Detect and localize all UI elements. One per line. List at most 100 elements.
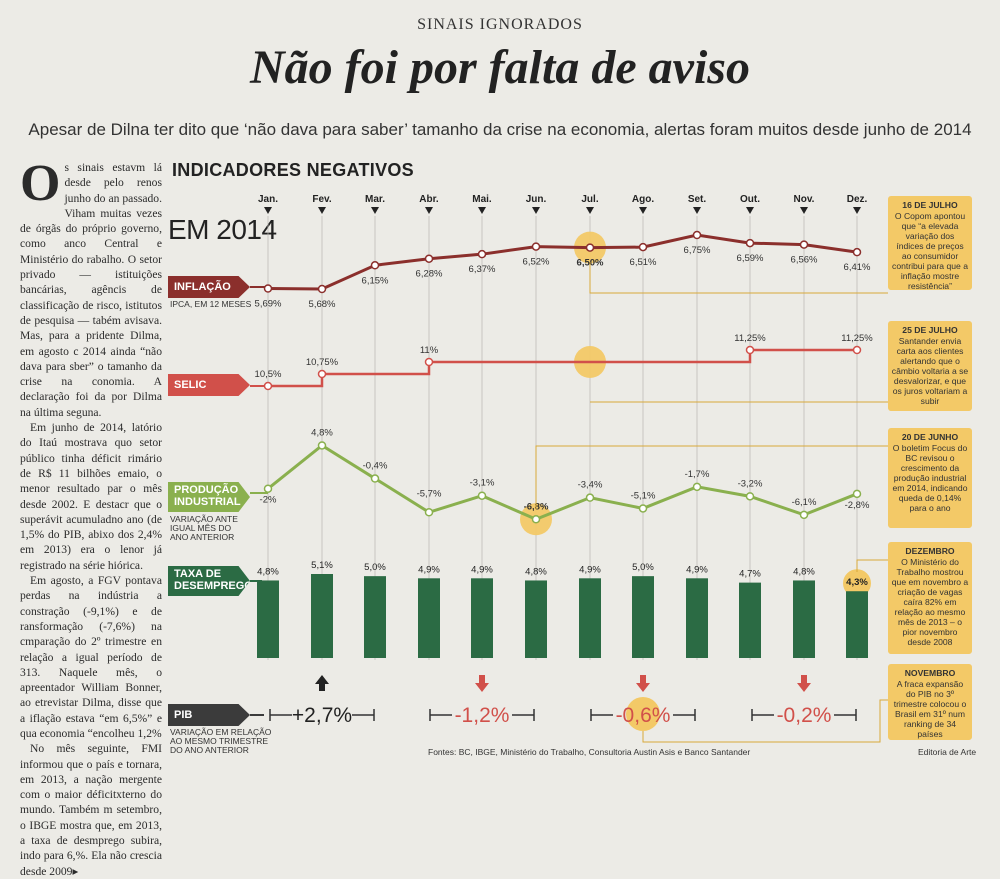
month-marker-out (746, 207, 754, 214)
pib-q3-arrow-down-icon (636, 675, 650, 692)
desemprego-highlight (843, 569, 871, 598)
note-dezembro-text: O Ministério do Trabalho mostrou que em … (891, 557, 969, 647)
desemprego-value-jun: 4,8% (525, 566, 547, 577)
inflacao-label: INFLAÇÃO (168, 276, 250, 298)
note-16-julho: 16 DE JULHO O Copom apontou que “a elevad… (888, 196, 972, 291)
pib-sublabel-line3: DO ANO ANTERIOR (170, 745, 249, 755)
desemprego-bar-fev (311, 574, 333, 658)
pib-q2-value: -1,2% (455, 704, 510, 727)
desemprego-bar-jan (257, 580, 279, 658)
month-label-jun: Jun. (526, 194, 547, 205)
note-25-julho-text: Santander envia carta aos clientes alert… (891, 336, 969, 406)
inflacao-point-jul (585, 243, 595, 252)
producao-value-jul: -3,4% (578, 480, 603, 491)
desemprego-label-line2: DESEMPREGO (174, 580, 253, 592)
producao-value-fev: 4,8% (311, 427, 333, 438)
desemprego-value-jan: 4,8% (257, 566, 279, 577)
producao-sublabel: VARIAÇÃO ANTE IGUAL MÊS DO ANO ANTERIOR (170, 515, 238, 542)
producao-value-set: -1,7% (685, 469, 710, 480)
selic-value-abr: 11% (420, 345, 439, 356)
producao-value-dez: -2,8% (845, 500, 870, 511)
month-label-jan: Jan. (258, 194, 278, 205)
desemprego-label: TAXA DE DESEMPREGO (168, 566, 250, 596)
producao-label-line2: INDUSTRIAL (174, 496, 241, 508)
producao-series-line (267, 443, 858, 521)
month-marker-mai (478, 207, 486, 214)
note-20-junho-text: O boletim Focus do BC revisou o crescime… (892, 443, 968, 513)
month-label-ago: Ago. (632, 194, 654, 205)
month-label-fev: Fev. (312, 194, 331, 205)
note-25-julho: 25 DE JULHO Santander envia carta aos cli… (888, 321, 972, 411)
producao-label: PRODUÇÃO INDUSTRIAL (168, 482, 250, 512)
inflacao-point-ago (638, 242, 648, 252)
month-label-jul: Jul. (581, 194, 598, 205)
producao-point-ago (638, 504, 648, 513)
desemprego-bar-jun (525, 580, 547, 658)
selic-label: SELIC (168, 374, 250, 396)
month-marker-abr (425, 207, 433, 214)
month-marker-jan (264, 207, 272, 214)
note-dezembro-title: DEZEMBRO (905, 546, 955, 556)
producao-value-mar: -0,4% (363, 461, 388, 472)
desemprego-bar-set (686, 578, 708, 658)
article-paragraph-3: Em agosto, a FGV pontava perdas na indús… (20, 574, 162, 740)
month-marker-ago (639, 207, 647, 214)
selic-value-out: 11,25% (734, 333, 766, 344)
credit: Editoria de Arte (918, 747, 977, 757)
desemprego-value-out: 4,7% (739, 569, 761, 580)
pib-sublabel-line2: AO MESMO TRIMESTRE (170, 736, 269, 746)
selic-point-fev (317, 369, 327, 379)
year-label: EM 2014 (168, 214, 277, 245)
note-16-julho-text: O Copom apontou que “a elevada variação … (892, 211, 968, 291)
inflacao-point-dez (852, 247, 862, 257)
note-novembro: NOVEMBRO A fraca expansão do PIB no 3º tr… (888, 664, 972, 740)
kicker: SINAIS IGNORADOS (417, 16, 583, 33)
connector-novembro (642, 699, 888, 743)
selic-value-jan: 10,5% (255, 369, 282, 380)
inflacao-value-dez: 6,41% (844, 262, 871, 273)
selic-value-fev: 10,75% (306, 357, 339, 368)
producao-value-jan: -2% (260, 495, 277, 506)
producao-point-jan (263, 484, 273, 493)
desemprego-value-abr: 4,9% (418, 564, 440, 575)
selic-point-dez (852, 345, 862, 355)
producao-sublabel-line1: VARIAÇÃO ANTE (170, 514, 238, 524)
desemprego-bar-jul (579, 578, 601, 658)
note-dezembro: DEZEMBRO O Ministério do Trabalho mostrou… (888, 542, 972, 654)
note-20-junho: 20 DE JUNHO O boletim Focus do BC revisou… (888, 428, 972, 528)
pib-sublabel-line1: VARIAÇÃO EM RELAÇÃO (170, 727, 272, 737)
inflacao-point-mai (477, 249, 487, 259)
producao-point-out (745, 492, 755, 501)
headline: Não foi por falta de aviso (250, 41, 750, 94)
article-paragraph-2: Em junho de 2014, latório do Itaú mostra… (20, 421, 162, 572)
inflacao-value-abr: 6,28% (416, 269, 443, 280)
dropcap: O (20, 155, 61, 212)
inflacao-value-set: 6,75% (684, 245, 711, 256)
pib-label: PIB (168, 704, 250, 726)
note-20-junho-title: 20 DE JUNHO (901, 432, 959, 442)
connector-dezembro (856, 559, 888, 572)
month-label-nov: Nov. (794, 194, 815, 205)
producao-value-nov: -6,1% (792, 497, 817, 508)
desemprego-bar-abr (418, 578, 440, 658)
desemprego-label-line1: TAXA DE (174, 568, 222, 580)
inflacao-series-line (267, 233, 858, 291)
producao-point-fev (317, 441, 327, 450)
inflacao-point-abr (424, 254, 434, 263)
producao-sublabel-line3: ANO ANTERIOR (170, 532, 235, 542)
inflacao-point-fev (317, 284, 327, 294)
connector-16-julho (589, 262, 888, 294)
pib-sublabel: VARIAÇÃO EM RELAÇÃO AO MESMO TRIMESTRE D… (170, 728, 271, 755)
inflacao-point-mar (370, 261, 380, 270)
producao-point-mar (370, 474, 380, 483)
producao-label-line1: PRODUÇÃO (174, 484, 239, 496)
month-label-mai: Mai. (472, 194, 492, 205)
pib-q1-arrow-up-icon (315, 675, 329, 691)
selic-point-abr (424, 357, 434, 367)
sources: Fontes: BC, IBGE, Ministério do Trabalho… (428, 747, 751, 757)
month-marker-jun (532, 207, 540, 214)
producao-point-jun (531, 515, 541, 524)
month-marker-nov (800, 207, 808, 214)
producao-value-ago: -5,1% (631, 490, 656, 501)
